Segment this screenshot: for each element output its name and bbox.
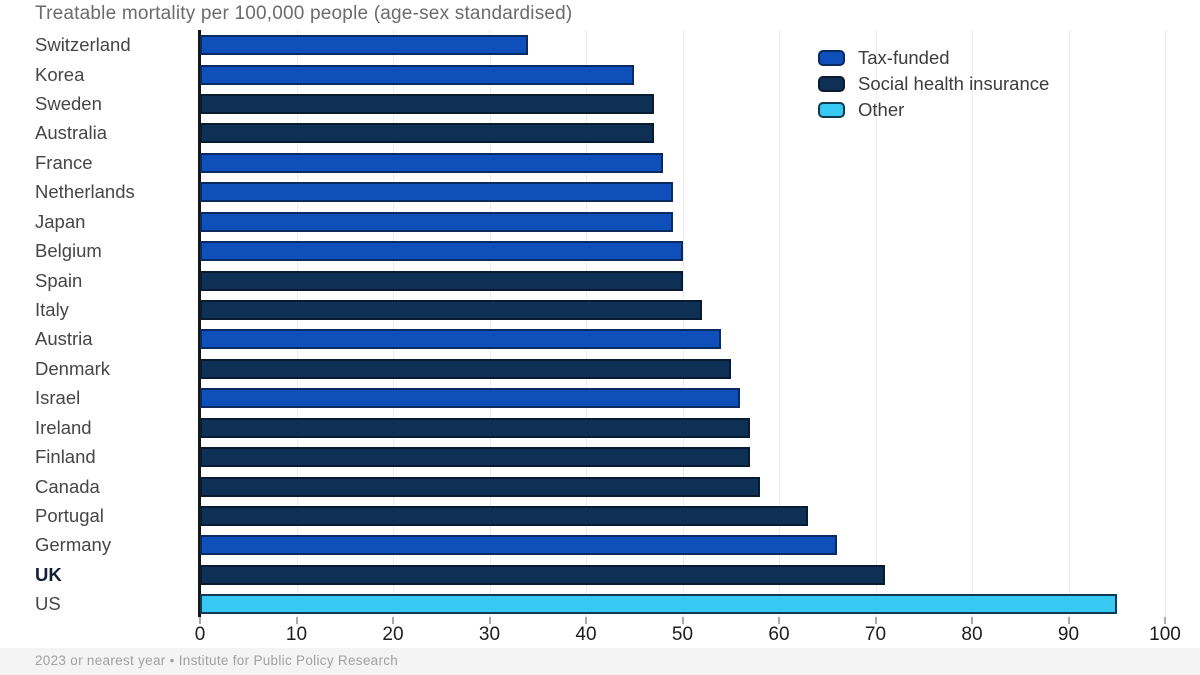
x-tick-label: 50 xyxy=(671,624,694,645)
x-tick-mark xyxy=(295,617,298,624)
x-tick-label: 60 xyxy=(768,624,790,645)
gridline xyxy=(393,30,394,617)
x-tick-label: 80 xyxy=(961,624,983,645)
x-tick-mark xyxy=(392,617,394,624)
bar-israel xyxy=(200,388,741,409)
gridline xyxy=(489,30,491,617)
country-label-italy: Italy xyxy=(35,298,69,320)
x-tick-mark xyxy=(778,617,780,624)
country-label-france: France xyxy=(35,151,93,173)
legend-item-tax-funded: Tax-funded xyxy=(818,45,1049,71)
x-tick-label: 30 xyxy=(478,624,501,645)
bar-france xyxy=(200,152,664,173)
legend-swatch-social-health-insurance xyxy=(818,76,845,92)
country-label-ireland: Ireland xyxy=(35,416,92,438)
legend-label-other: Other xyxy=(858,99,905,120)
x-tick-label: 10 xyxy=(285,624,308,645)
gridline xyxy=(682,30,684,617)
gridline xyxy=(1068,30,1070,617)
country-label-finland: Finland xyxy=(35,446,96,468)
country-label-uk: UK xyxy=(35,563,62,585)
x-tick-mark xyxy=(681,617,684,624)
country-label-germany: Germany xyxy=(35,534,112,556)
x-tick-mark xyxy=(1164,617,1166,624)
country-label-sweden: Sweden xyxy=(35,93,102,115)
bar-korea xyxy=(200,64,635,85)
bar-us xyxy=(200,594,1117,615)
country-label-switzerland: Switzerland xyxy=(35,34,131,56)
legend: Tax-funded Social health insurance Other xyxy=(818,45,1049,123)
bar-belgium xyxy=(200,241,683,262)
legend-label-social-health-insurance: Social health insurance xyxy=(858,73,1050,94)
bar-netherlands xyxy=(200,182,673,203)
bar-australia xyxy=(200,123,654,144)
bar-sweden xyxy=(200,94,654,115)
legend-swatch-tax-funded xyxy=(818,50,845,66)
y-axis-line xyxy=(198,30,201,617)
bar-spain xyxy=(200,270,683,291)
country-label-japan: Japan xyxy=(35,210,86,232)
footer-bar: 2023 or nearest year • Institute for Pub… xyxy=(0,648,1200,675)
legend-swatch-other xyxy=(818,102,845,118)
country-label-israel: Israel xyxy=(35,387,81,409)
x-tick-label: 90 xyxy=(1057,624,1080,645)
x-tick-label: 20 xyxy=(382,624,404,645)
x-tick-mark xyxy=(1067,617,1070,624)
country-label-us: US xyxy=(35,593,61,615)
gridline xyxy=(296,30,298,617)
country-label-belgium: Belgium xyxy=(35,240,102,262)
country-label-portugal: Portugal xyxy=(35,504,104,526)
x-tick-mark xyxy=(488,617,491,624)
bar-italy xyxy=(200,299,702,320)
source-note: 2023 or nearest year • Institute for Pub… xyxy=(35,653,399,668)
gridline xyxy=(586,30,587,617)
chart-title: Treatable mortality per 100,000 people (… xyxy=(35,3,573,24)
bar-japan xyxy=(200,211,673,232)
country-label-australia: Australia xyxy=(35,122,107,144)
x-tick-mark xyxy=(874,617,877,624)
country-label-denmark: Denmark xyxy=(35,357,111,379)
x-tick-label: 0 xyxy=(194,624,206,645)
x-tick-mark xyxy=(199,617,201,624)
x-tick-label: 100 xyxy=(1149,624,1181,645)
gridline xyxy=(875,30,877,617)
country-label-austria: Austria xyxy=(35,328,93,350)
bar-austria xyxy=(200,329,722,350)
country-label-korea: Korea xyxy=(35,63,85,85)
bar-uk xyxy=(200,564,886,585)
bar-ireland xyxy=(200,417,751,438)
legend-label-tax-funded: Tax-funded xyxy=(858,47,950,68)
bar-germany xyxy=(200,535,837,556)
country-label-canada: Canada xyxy=(35,475,100,497)
x-tick-label: 70 xyxy=(864,624,887,645)
bar-switzerland xyxy=(200,35,529,56)
bar-canada xyxy=(200,476,760,497)
bar-denmark xyxy=(200,358,731,379)
gridline xyxy=(1165,30,1166,617)
x-tick-mark xyxy=(585,617,587,624)
bar-portugal xyxy=(200,505,808,526)
x-tick-mark xyxy=(971,617,973,624)
legend-item-other: Other xyxy=(818,97,1049,123)
x-tick-label: 40 xyxy=(575,624,597,645)
country-label-spain: Spain xyxy=(35,269,83,291)
bar-finland xyxy=(200,447,751,468)
country-label-netherlands: Netherlands xyxy=(35,181,135,203)
gridline xyxy=(972,30,973,617)
gridline xyxy=(779,30,780,617)
legend-item-social-health-insurance: Social health insurance xyxy=(818,71,1049,97)
